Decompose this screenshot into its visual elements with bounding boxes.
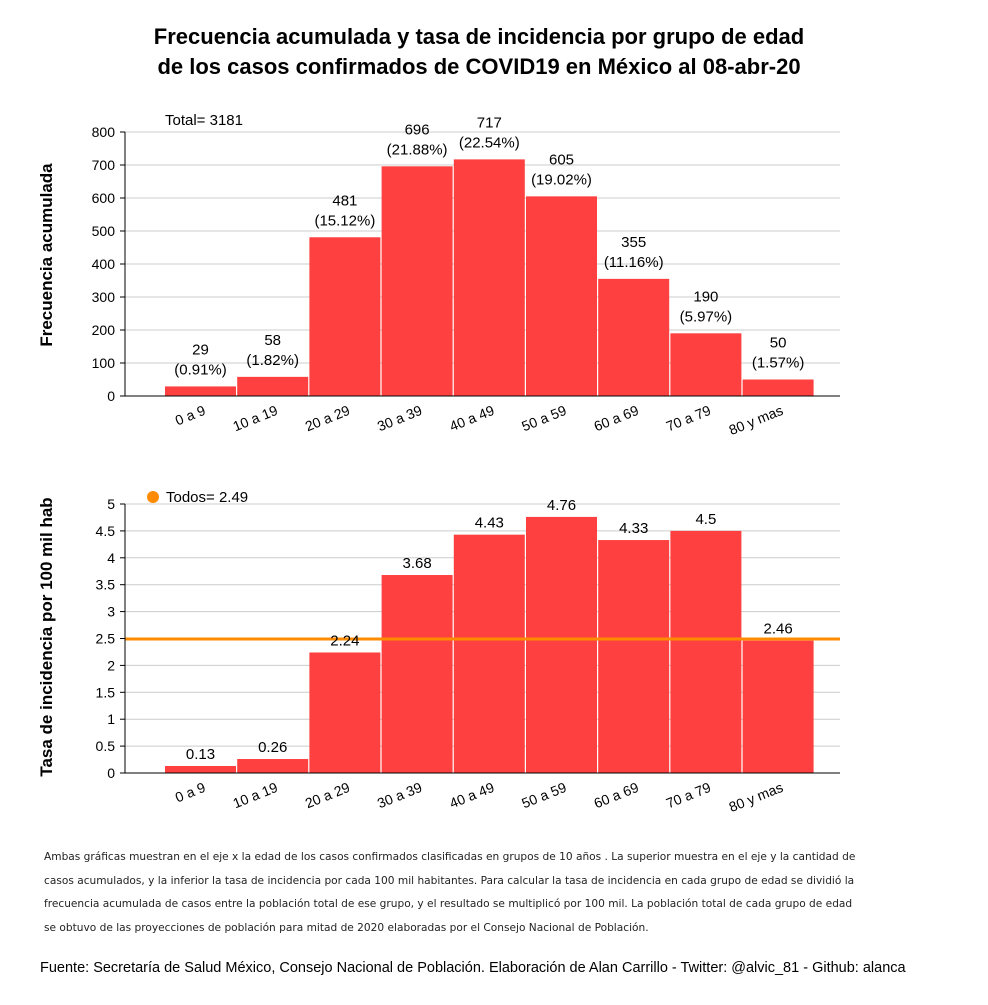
source-credit: Fuente: Secretaría de Salud México, Cons… bbox=[40, 960, 906, 976]
data-label-percent: (19.02%) bbox=[531, 171, 592, 188]
y-tick-label: 100 bbox=[92, 355, 116, 371]
data-label-percent: (21.88%) bbox=[387, 141, 448, 158]
bar-3 bbox=[309, 652, 381, 773]
bar-7 bbox=[598, 278, 670, 396]
bar-1 bbox=[165, 386, 236, 396]
chart-title: Frecuencia acumulada y tasa de incidenci… bbox=[0, 22, 958, 82]
data-label-value: 2.46 bbox=[763, 621, 792, 638]
x-tick-label: 50 a 59 bbox=[519, 402, 569, 434]
data-label-percent: (0.91%) bbox=[174, 361, 227, 378]
x-tick-label: 0 a 9 bbox=[173, 402, 208, 429]
chart-title-line1: Frecuencia acumulada y tasa de incidenci… bbox=[153, 24, 805, 49]
y-tick-label: 1.5 bbox=[96, 684, 116, 700]
data-label-value: 4.43 bbox=[475, 515, 504, 532]
x-tick-label: 50 a 59 bbox=[519, 779, 569, 811]
y-tick-label: 4 bbox=[107, 550, 115, 566]
bar-8 bbox=[670, 530, 742, 773]
x-tick-label: 30 a 39 bbox=[375, 779, 425, 811]
y-axis-label: Tasa de incidencia por 100 mil hab bbox=[37, 497, 56, 776]
y-tick-label: 4.5 bbox=[96, 523, 116, 539]
data-label-percent: (22.54%) bbox=[459, 134, 520, 151]
y-tick-label: 300 bbox=[92, 289, 116, 305]
bar-6 bbox=[526, 196, 597, 396]
y-tick-label: 2.5 bbox=[96, 631, 116, 647]
data-label-value: 190 bbox=[693, 288, 718, 305]
methodology-note: Ambas gráficas muestran en el eje x la e… bbox=[44, 851, 856, 934]
chart-1: 0 100 200 300 400 500 600 700 800 29 (0.91%) 58 (1.8… bbox=[37, 112, 840, 438]
bar-4 bbox=[381, 575, 453, 773]
data-label-value: 0.26 bbox=[258, 739, 287, 756]
data-label-value: 717 bbox=[477, 114, 502, 131]
data-label-value: 481 bbox=[332, 192, 357, 209]
data-label-value: 2.24 bbox=[330, 632, 359, 649]
y-tick-label: 0 bbox=[107, 388, 115, 404]
bar-6 bbox=[526, 516, 597, 773]
x-tick-label: 70 a 79 bbox=[664, 779, 714, 811]
bar-5 bbox=[453, 534, 525, 773]
charts-canvas: 010020030040050060070080029(0.91%)58(1.8… bbox=[37, 112, 840, 815]
bar-9 bbox=[742, 640, 814, 773]
data-label-value: 696 bbox=[405, 121, 430, 138]
x-tick-label: 30 a 39 bbox=[375, 402, 425, 434]
bar-3 bbox=[309, 237, 381, 396]
y-tick-label: 3 bbox=[107, 604, 115, 620]
y-tick-label: 200 bbox=[92, 322, 116, 338]
y-tick-label: 3.5 bbox=[96, 577, 116, 593]
x-tick-label: 10 a 19 bbox=[231, 779, 281, 811]
y-tick-label: 1 bbox=[107, 711, 115, 727]
x-tick-label: 40 a 49 bbox=[447, 402, 497, 434]
y-tick-label: 0 bbox=[107, 765, 115, 781]
x-tick-label: 80 y mas bbox=[727, 402, 786, 438]
data-label-percent: (15.12%) bbox=[314, 212, 375, 229]
y-axis-label: Frecuencia acumulada bbox=[37, 163, 56, 347]
chart-title-line2: de los casos confirmados de COVID19 en M… bbox=[157, 54, 801, 79]
data-label-value: 605 bbox=[549, 151, 574, 168]
x-tick-label: 20 a 29 bbox=[303, 402, 353, 434]
y-tick-label: 800 bbox=[92, 124, 116, 140]
legend-marker bbox=[147, 491, 159, 503]
y-tick-label: 500 bbox=[92, 223, 116, 239]
x-tick-label: 20 a 29 bbox=[303, 779, 353, 811]
bar-8 bbox=[670, 333, 742, 396]
x-tick-label: 80 y mas bbox=[727, 779, 786, 815]
data-label-value: 4.76 bbox=[547, 497, 576, 514]
bar-9 bbox=[742, 379, 814, 396]
data-label-percent: (1.57%) bbox=[752, 355, 805, 372]
data-label-value: 4.33 bbox=[619, 520, 648, 537]
data-label-percent: (11.16%) bbox=[604, 254, 664, 271]
data-label-value: 29 bbox=[192, 341, 209, 358]
data-label-value: 58 bbox=[264, 332, 281, 349]
data-label-percent: (1.82%) bbox=[246, 352, 299, 369]
data-label-value: 0.13 bbox=[186, 746, 215, 763]
data-label-value: 50 bbox=[770, 335, 787, 352]
x-tick-label: 10 a 19 bbox=[231, 402, 281, 434]
data-label-value: 4.5 bbox=[695, 511, 716, 528]
bar-1 bbox=[165, 766, 236, 773]
y-tick-label: 5 bbox=[107, 496, 115, 512]
x-tick-label: 0 a 9 bbox=[173, 779, 208, 806]
legend-label: Todos= 2.49 bbox=[166, 489, 248, 506]
bar-5 bbox=[453, 159, 525, 396]
bar-4 bbox=[381, 166, 453, 396]
x-tick-label: 60 a 69 bbox=[592, 779, 642, 811]
y-tick-label: 400 bbox=[92, 256, 116, 272]
x-tick-label: 60 a 69 bbox=[592, 402, 642, 434]
data-label-value: 3.68 bbox=[402, 555, 431, 572]
y-tick-label: 0.5 bbox=[96, 738, 116, 754]
chart-2: 0 0.5 1 1.5 2 2.5 3 3.5 4 4.5 5 Todos= 2.49 0.13 0.26… bbox=[37, 489, 840, 815]
bar-7 bbox=[598, 540, 670, 773]
x-tick-label: 70 a 79 bbox=[664, 402, 714, 434]
y-tick-label: 600 bbox=[92, 190, 116, 206]
total-annotation: Total= 3181 bbox=[165, 112, 243, 129]
x-tick-label: 40 a 49 bbox=[447, 779, 497, 811]
y-tick-label: 700 bbox=[92, 157, 116, 173]
bar-2 bbox=[237, 376, 309, 396]
data-label-value: 355 bbox=[621, 234, 646, 251]
y-tick-label: 2 bbox=[107, 657, 115, 673]
bar-2 bbox=[237, 759, 309, 773]
data-label-percent: (5.97%) bbox=[680, 308, 733, 325]
